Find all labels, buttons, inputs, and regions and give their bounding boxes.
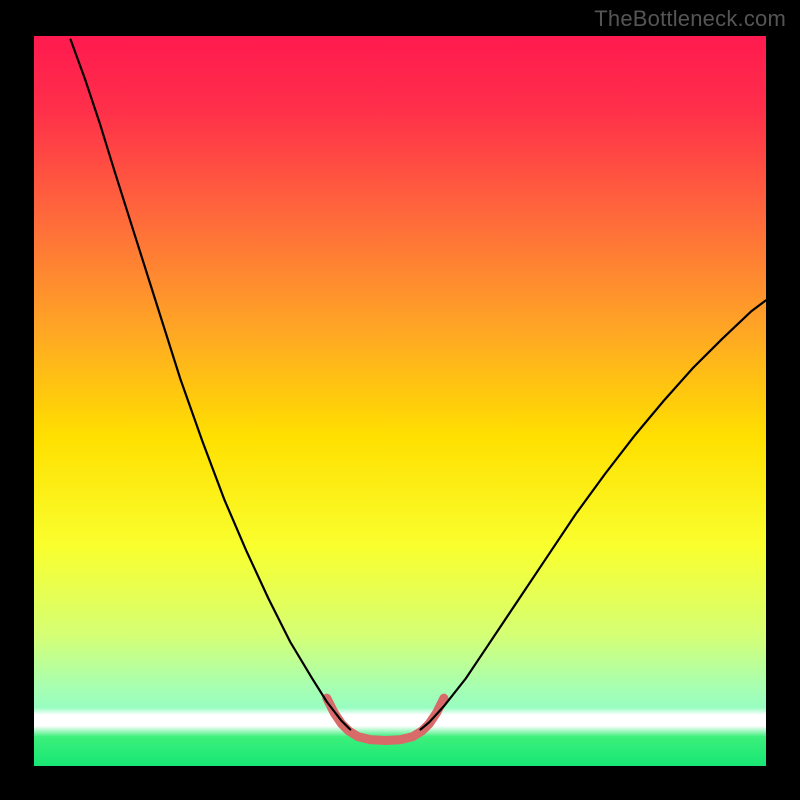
watermark-text: TheBottleneck.com xyxy=(594,6,786,32)
chart-gradient-bg xyxy=(34,36,766,766)
chart-stage: TheBottleneck.com xyxy=(0,0,800,800)
bottleneck-chart xyxy=(0,0,800,800)
